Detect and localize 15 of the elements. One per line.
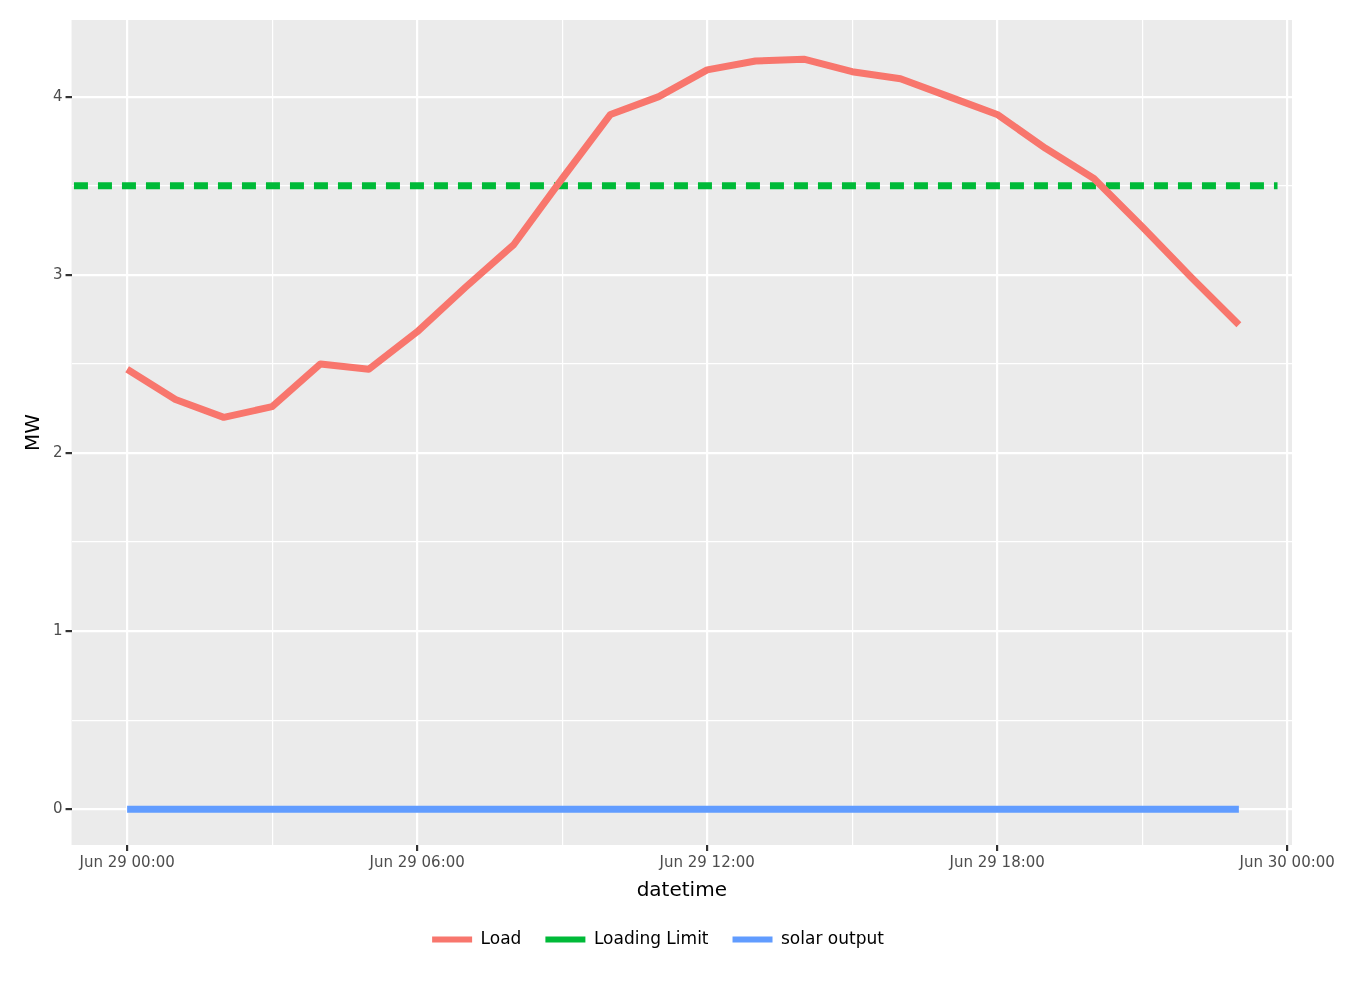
- legend-label: Load: [480, 927, 522, 948]
- x-tick-label: Jun 29 18:00: [948, 852, 1045, 871]
- y-axis-title: MW: [20, 413, 45, 452]
- x-tick-label: Jun 29 06:00: [368, 852, 465, 871]
- x-tick-label: Jun 29 00:00: [78, 852, 175, 871]
- x-tick-label: Jun 29 12:00: [658, 852, 755, 871]
- legend-label: Loading Limit: [593, 927, 709, 948]
- y-tick-label: 1: [53, 621, 63, 640]
- x-axis-title: datetime: [636, 877, 727, 902]
- y-tick-label: 2: [53, 442, 63, 461]
- y-tick-label: 4: [53, 86, 63, 105]
- x-tick-label: Jun 30 00:00: [1238, 852, 1335, 871]
- y-tick-label: 3: [53, 264, 63, 283]
- y-tick-label: 0: [53, 799, 63, 818]
- legend-label: solar output: [781, 927, 885, 948]
